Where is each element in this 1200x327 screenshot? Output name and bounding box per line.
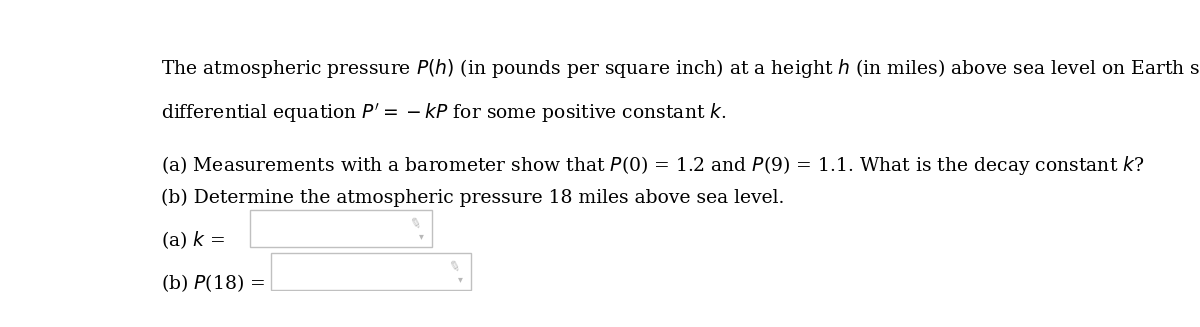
- Text: ▾: ▾: [419, 232, 424, 241]
- Text: differential equation $\mathit{P' = -kP}$ for some positive constant $\mathit{k}: differential equation $\mathit{P' = -kP}…: [161, 101, 727, 125]
- Text: (b) $\mathit{P}$(18) =: (b) $\mathit{P}$(18) =: [161, 272, 265, 294]
- Text: The atmospheric pressure $\mathit{P(h)}$ (in pounds per square inch) at a height: The atmospheric pressure $\mathit{P(h)}$…: [161, 57, 1200, 80]
- Text: ▾: ▾: [458, 274, 463, 284]
- Text: (b) Determine the atmospheric pressure 18 miles above sea level.: (b) Determine the atmospheric pressure 1…: [161, 189, 785, 207]
- Text: (a) Measurements with a barometer show that $\mathit{P}$(0) = 1.2 and $\mathit{P: (a) Measurements with a barometer show t…: [161, 154, 1145, 177]
- Text: (a) $\mathit{k}$ =: (a) $\mathit{k}$ =: [161, 229, 226, 251]
- Text: ✎: ✎: [408, 217, 422, 233]
- Text: ✎: ✎: [446, 260, 462, 276]
- FancyBboxPatch shape: [251, 211, 432, 247]
- FancyBboxPatch shape: [271, 253, 470, 290]
